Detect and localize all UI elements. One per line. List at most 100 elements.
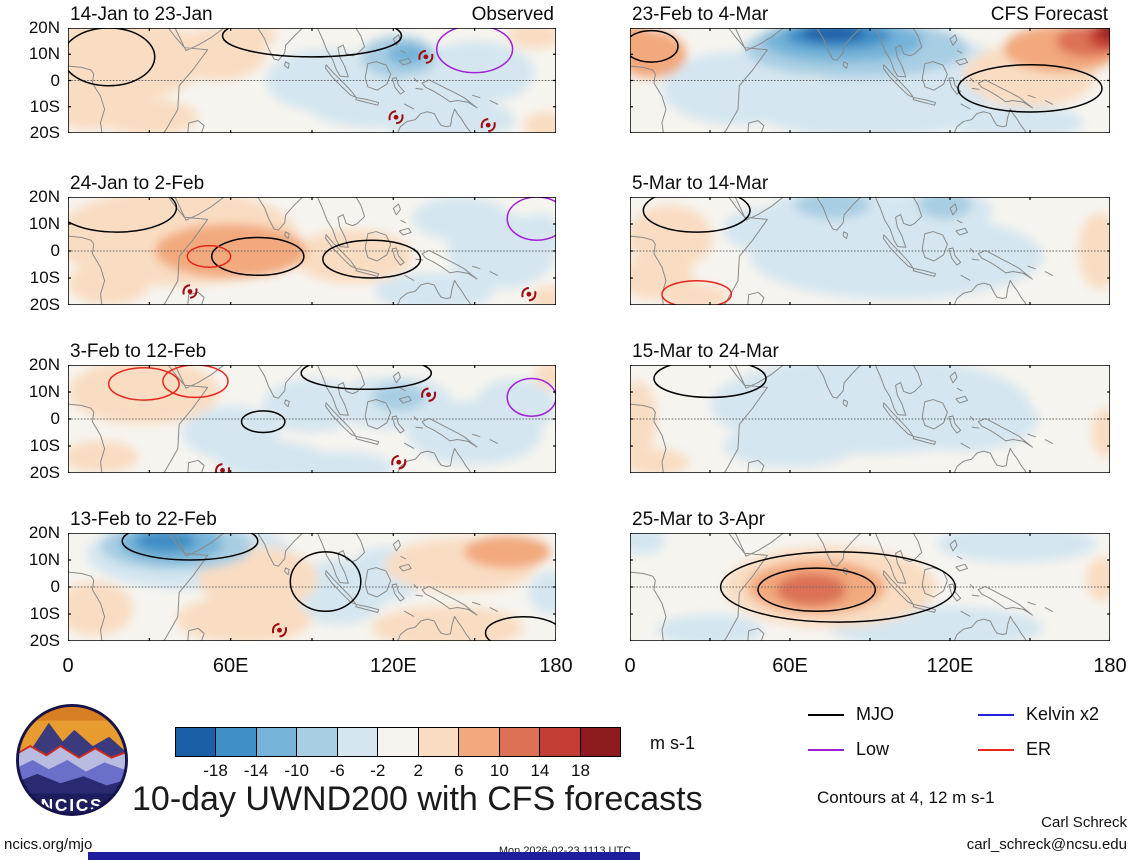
colorbar-units: m s-1	[650, 733, 695, 753]
colorbar	[175, 727, 621, 757]
main-title: 10-day UWND200 with CFS forecasts	[132, 780, 703, 818]
colorbar-tick-label: 10	[489, 761, 509, 780]
y-axis-label: 20S	[29, 631, 60, 650]
coastlines	[630, 28, 1053, 133]
panel-period-label: 23-Feb to 4-Mar	[632, 4, 769, 25]
wave-contour-mjo	[290, 552, 360, 611]
legend-label: Kelvin x2	[1026, 704, 1100, 724]
y-axis-label: 20N	[28, 18, 60, 37]
wave-contour-mjo	[323, 240, 421, 278]
wave-contour-mjo	[223, 28, 402, 57]
site-link[interactable]: ncics.org/mjo	[4, 836, 93, 853]
anomaly-map	[68, 28, 556, 133]
wave-contour-er	[187, 246, 230, 268]
wave-contour-er	[163, 365, 228, 397]
legend-label: ER	[1026, 739, 1052, 759]
wave-contour-mjo	[654, 365, 766, 397]
x-axis-label: 60E	[772, 655, 808, 677]
colorbar-tick-label: -10	[284, 761, 309, 780]
tropical-cyclone-icon	[521, 286, 537, 302]
panel-period-label: 14-Jan to 23-Jan	[70, 4, 213, 25]
y-axis-label: 20S	[29, 463, 60, 482]
tropical-cyclone-icon	[271, 622, 287, 638]
y-axis-label: 0	[50, 241, 60, 260]
anomaly-map	[68, 197, 556, 305]
y-axis-label: 0	[50, 70, 60, 90]
coastlines	[630, 365, 1053, 473]
wave-contour-mjo	[68, 28, 155, 86]
anomaly-map	[68, 533, 556, 641]
legend-item: Low	[808, 739, 978, 760]
tropical-cyclone-icon	[421, 387, 437, 402]
legend-item: MJO	[808, 704, 978, 725]
tropical-cyclone-icon	[182, 284, 198, 299]
tropical-cyclone-icon	[388, 110, 404, 125]
wave-contour-mjo	[721, 552, 956, 622]
y-axis-label: 20N	[28, 355, 60, 374]
y-axis-label: 20S	[29, 295, 60, 314]
panel-source-label: CFS Forecast	[990, 4, 1108, 25]
coastlines	[68, 197, 498, 305]
y-axis-label: 10S	[29, 604, 60, 623]
wave-contour-er	[109, 368, 179, 400]
y-axis-label: 0	[50, 409, 60, 428]
colorbar-segment	[499, 728, 541, 756]
anomaly-map	[68, 365, 556, 473]
wave-contour-mjo	[68, 197, 176, 232]
wave-contour-mjo	[643, 197, 750, 232]
legend-line-swatch	[978, 713, 1014, 716]
panel-period-label: 15-Mar to 24-Mar	[632, 341, 779, 362]
colorbar-tick-label: -2	[370, 761, 386, 780]
legend-item: Kelvin x2	[978, 704, 1132, 725]
wave-contour-mjo	[242, 411, 285, 433]
wave-contour-low	[507, 379, 556, 417]
panel-header: 23-Feb to 4-Mar CFS Forecast	[630, 4, 1110, 26]
y-axis-label: 10S	[29, 268, 60, 287]
anomaly-map	[630, 197, 1110, 305]
panel-source-label: Observed	[471, 4, 554, 25]
y-axis-label: 20N	[28, 523, 60, 542]
y-axis-label: 0	[50, 577, 60, 596]
credit-name: Carl Schreck	[1041, 814, 1127, 831]
forecast-panel	[630, 197, 1110, 305]
panel-period-label: 3-Feb to 12-Feb	[70, 341, 207, 362]
x-axis-label: 180	[1093, 655, 1127, 677]
ncics-logo: NCICS	[14, 702, 130, 818]
y-axis-label: 20S	[29, 123, 60, 142]
wave-contour-mjo	[301, 365, 431, 389]
y-axis-label: 10N	[28, 44, 60, 64]
forecast-panel	[68, 28, 556, 133]
colorbar-segment	[378, 728, 419, 756]
panel-period-label: 24-Jan to 2-Feb	[70, 173, 205, 194]
panel-header: 3-Feb to 12-Feb	[68, 341, 556, 363]
credit-email[interactable]: carl_schreck@ncsu.edu	[966, 836, 1127, 853]
colorbar-segment	[337, 728, 379, 756]
x-axis-label: 180	[539, 655, 573, 677]
wave-contour-mjo	[212, 238, 304, 276]
panel-header: 14-Jan to 23-Jan Observed	[68, 4, 556, 26]
legend-line-swatch	[808, 748, 844, 751]
wave-contour-er	[662, 281, 731, 305]
forecast-panel	[68, 365, 556, 473]
x-axis-label: 0	[62, 655, 74, 677]
colorbar-tick-label: -18	[203, 761, 228, 780]
x-axis-label: 60E	[212, 655, 249, 677]
anomaly-map	[630, 28, 1110, 133]
colorbar-segment	[216, 728, 257, 756]
colorbar-segment	[297, 728, 338, 756]
wave-contour-mjo	[122, 533, 258, 560]
colorbar-segment	[540, 728, 581, 756]
ncics-logo-graphic: NCICS	[16, 704, 128, 816]
legend-label: Low	[856, 739, 890, 759]
forecast-panel	[630, 365, 1110, 473]
wave-contour-low	[437, 28, 513, 73]
y-axis-label: 10N	[28, 214, 60, 233]
coastlines	[630, 533, 1053, 641]
y-axis-label: 10N	[28, 550, 60, 569]
panel-header: 15-Mar to 24-Mar	[630, 341, 1110, 363]
x-axis-label: 120E	[369, 655, 417, 677]
forecast-panel	[68, 197, 556, 305]
colorbar-segment	[176, 728, 217, 756]
bottom-bar	[88, 852, 640, 860]
